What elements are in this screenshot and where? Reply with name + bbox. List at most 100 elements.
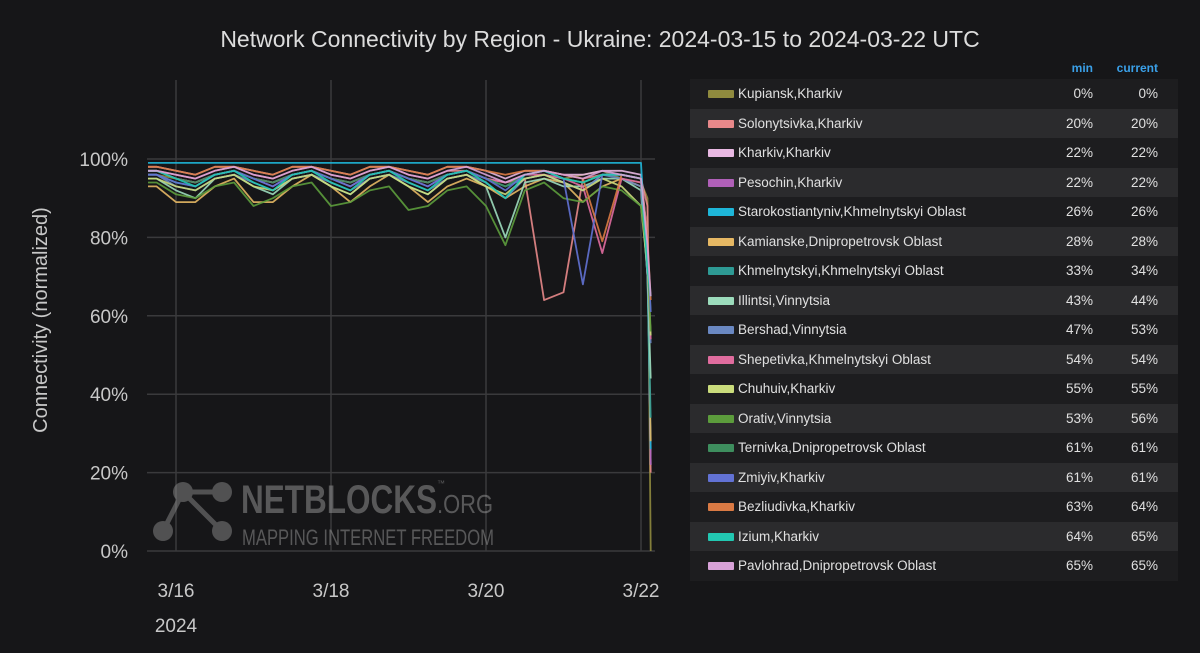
legend-item-name: Chuhuiv,Kharkiv [738,381,836,396]
legend-item[interactable]: Kamianske,Dnipropetrovsk Oblast 28% 28% [690,226,1178,256]
legend-item-current: 26% [1130,204,1158,219]
legend-item[interactable]: Shepetivka,Khmelnytskyi Oblast 54% 54% [690,344,1178,374]
series-line-16 [148,165,652,297]
x-tick-label: 3/20 [468,581,505,602]
y-tick-label: 80% [90,228,128,249]
legend-item[interactable]: Starokostiantyniv,Khmelnytskyi Oblast 26%… [690,197,1178,227]
legend-item[interactable]: Pesochin,Kharkiv 22% 22% [690,167,1178,197]
series-line-4 [148,161,652,450]
legend-item[interactable]: Illintsi,Vinnytsia 43% 44% [690,285,1178,315]
legend-item[interactable]: Izium,Kharkiv 64% 65% [690,521,1178,551]
legend-item[interactable]: Ternivka,Dnipropetrovsk Oblast 61% 61% [690,433,1178,463]
legend-item-min: 61% [1065,469,1093,485]
legend-item-current: 20% [1130,115,1158,131]
series-lines [148,161,652,552]
legend-swatch [708,503,734,511]
legend-item[interactable]: Bezliudivka,Kharkiv 63% 64% [690,492,1178,522]
x-tick-label: 3/18 [313,581,350,602]
legend-item-current: 64% [1130,499,1158,514]
legend: min current Kupiansk,Kharkiv 0% 0% Solonyts… [690,56,1178,581]
legend-item-current: 0% [1138,86,1158,101]
legend-item-min: 65% [1065,558,1093,573]
grid [147,80,655,552]
watermark-tm: ™ [437,479,445,488]
legend-item-min: 28% [1065,233,1093,249]
legend-item-min: 33% [1065,263,1093,278]
legend-item-name: Solonytsivka,Kharkiv [738,115,863,131]
legend-item-name: Zmiyiv,Kharkiv [738,469,825,485]
y-tick-labels: 0% 20% 40% 60% 80% 100% [79,150,128,563]
legend-item-min: 47% [1065,322,1093,337]
legend-item-name: Bezliudivka,Kharkiv [738,499,856,514]
watermark-brand: NETBLOCKS [241,478,437,522]
legend-item-current: 22% [1130,174,1158,190]
legend-swatch [708,178,734,187]
legend-item[interactable]: Kupiansk,Kharkiv 0% 0% [690,79,1178,109]
legend-item-current: 34% [1130,263,1158,278]
legend-item-name: Orativ,Vinnytsia [738,410,832,426]
legend-swatch [708,414,734,423]
legend-item[interactable]: Solonytsivka,Kharkiv 20% 20% [690,108,1178,138]
watermark-tagline: MAPPING INTERNET FREEDOM [242,525,494,550]
series-line-7 [148,173,652,379]
legend-item-current: 44% [1130,292,1158,308]
legend-item-min: 63% [1065,499,1093,514]
legend-swatch [708,208,734,216]
legend-item-name: Khmelnytskyi,Khmelnytskyi Oblast [738,263,944,278]
legend-swatch [708,267,734,275]
legend-item-current: 61% [1130,440,1158,455]
legend-item-name: Ternivka,Dnipropetrovsk Oblast [738,440,926,455]
legend-item-min: 26% [1065,204,1093,219]
x-tick-labels: 3/16 3/18 3/20 3/22 [158,581,660,602]
legend-item-name: Kupiansk,Kharkiv [738,86,843,101]
legend-item[interactable]: Kharkiv,Kharkiv 22% 22% [690,138,1178,168]
legend-item-name: Pesochin,Kharkiv [738,174,843,190]
legend-swatch [708,237,734,246]
legend-item-current: 65% [1130,558,1158,573]
legend-header-current[interactable]: current [1116,61,1158,75]
legend-item[interactable]: Bershad,Vinnytsia 47% 53% [690,315,1178,345]
series-line-13 [148,169,652,312]
legend-item-min: 64% [1065,528,1093,544]
legend-item-min: 0% [1073,86,1093,101]
legend-item-name: Illintsi,Vinnytsia [738,292,831,308]
watermark-suffix: .ORG [437,489,493,519]
legend-item-current: 65% [1130,528,1158,544]
legend-swatch [708,90,734,98]
x-tick-label: 3/16 [158,581,195,602]
legend-item[interactable]: Orativ,Vinnytsia 53% 56% [690,403,1178,433]
legend-item[interactable]: Chuhuiv,Kharkiv 55% 55% [690,374,1178,404]
legend-item-name: Izium,Kharkiv [738,528,820,544]
legend-header-min[interactable]: min [1071,61,1093,75]
legend-item-current: 55% [1130,381,1158,396]
legend-item-current: 53% [1130,322,1158,337]
legend-item-name: Bershad,Vinnytsia [738,322,847,337]
legend-swatch [708,119,734,128]
series-line-11 [148,181,652,332]
legend-item-current: 61% [1130,469,1158,485]
legend-item-current: 22% [1130,145,1158,160]
series-line-10 [148,173,652,336]
series-line-15 [148,169,652,297]
legend-item-name: Shepetivka,Khmelnytskyi Oblast [738,351,931,367]
legend-item[interactable]: Zmiyiv,Kharkiv 61% 61% [690,462,1178,492]
series-line-1 [148,165,652,473]
line-chart: NETBLOCKS .ORG ™ MAPPING INTERNET FREEDO… [30,80,660,637]
legend-swatch [708,355,734,364]
legend-item-current: 28% [1130,233,1158,249]
legend-item-current: 54% [1130,351,1158,367]
y-tick-label: 20% [90,464,128,485]
legend-item[interactable]: Khmelnytskyi,Khmelnytskyi Oblast 33% 34% [690,256,1178,286]
y-tick-label: 40% [90,385,128,406]
y-tick-label: 100% [79,150,128,171]
legend-item[interactable]: Pavlohrad,Dnipropetrovsk Oblast 65% 65% [690,551,1178,581]
legend-item-min: 22% [1065,145,1093,160]
legend-swatch [708,149,734,157]
legend-swatch [708,562,734,570]
netblocks-logo-icon [153,482,232,541]
series-line-5 [148,173,652,442]
series-line-6 [148,169,652,418]
series-line-3 [148,169,652,465]
legend-item-min: 54% [1065,351,1093,367]
x-axis-year: 2024 [155,616,198,637]
